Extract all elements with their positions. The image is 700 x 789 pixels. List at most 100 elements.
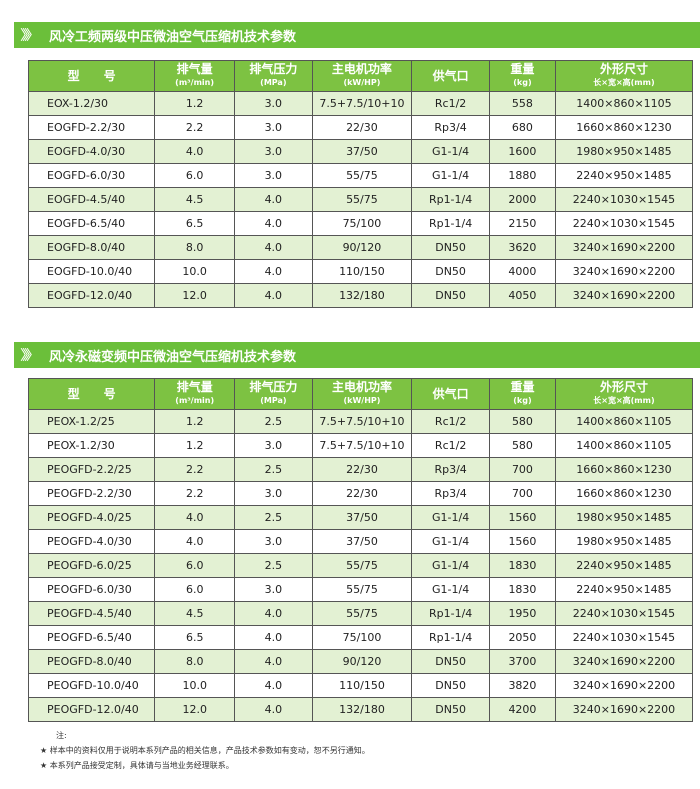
table-cell: 2.5 [234,553,313,578]
column-header: 外形尺寸 长×宽×高(mm) [554,378,694,410]
table-cell: 3.0 [234,481,313,506]
table-cell: 2240×1030×1545 [554,601,694,626]
table-cell: 2240×1030×1545 [554,211,694,236]
table-row: PEOGFD-4.0/30 4.0 3.0 37/50 G1-1/4 1560 1980×9… [27,529,694,554]
table-cell: PEOX-1.2/25 [27,409,156,434]
star-icon: ★ [40,746,50,755]
table-cell: 7.5+7.5/10+10 [311,91,413,116]
table-cell: 1980×950×1485 [554,139,694,164]
table-row: EOGFD-10.0/40 10.0 4.0 110/150 DN50 4000 3240×… [27,259,694,284]
table-cell: 558 [488,91,556,116]
table-cell: 6.0 [154,577,236,602]
table-row: PEOGFD-4.0/25 4.0 2.5 37/50 G1-1/4 1560 1980×9… [27,505,694,530]
table-cell: 22/30 [311,115,413,140]
table-cell: 6.5 [154,211,236,236]
table-cell: 580 [488,433,556,458]
table-cell: Rp1-1/4 [411,625,490,650]
table-cell: 4.0 [234,187,313,212]
table-cell: 1660×860×1230 [554,115,694,140]
table-cell: G1-1/4 [411,163,490,188]
table-cell: 8.0 [154,649,236,674]
table-cell: 1.2 [154,91,236,116]
table-cell: EOGFD-12.0/40 [27,283,156,308]
table-cell: G1-1/4 [411,505,490,530]
table-cell: 4.0 [154,529,236,554]
table-cell: Rp1-1/4 [411,601,490,626]
column-header: 重量 (kg) [488,60,556,92]
table-cell: 4.0 [234,601,313,626]
table-cell: 2000 [488,187,556,212]
table-cell: G1-1/4 [411,139,490,164]
table-cell: 90/120 [311,649,413,674]
notes: 注: ★ 样本中的资料仅用于说明本系列产品的相关信息，产品技术参数如有变动，恕不另… [40,728,370,773]
table-cell: Rp3/4 [411,481,490,506]
table-cell: 4.0 [234,649,313,674]
note-item: 样本中的资料仅用于说明本系列产品的相关信息，产品技术参数如有变动，恕不另行通知。 [49,746,370,755]
table-cell: 2.2 [154,115,236,140]
table-cell: 7.5+7.5/10+10 [311,433,413,458]
table-cell: 2.5 [234,457,313,482]
table-cell: DN50 [411,259,490,284]
table-cell: 4050 [488,283,556,308]
table-cell: 2050 [488,625,556,650]
table-cell: Rp3/4 [411,115,490,140]
note-item: 本系列产品接受定制，具体请与当地业务经理联系。 [49,761,234,770]
spec-table: 型 号排气量 (m³/min) 排气压力 (MPa) 主电机功率 (kW/HP) 供气口 重量… [27,378,694,722]
section-title: 风冷永磁变频中压微油空气压缩机技术参数 [49,349,297,365]
table-cell: 2240×1030×1545 [554,187,694,212]
table-cell: 2240×950×1485 [554,163,694,188]
table-row: PEOX-1.2/25 1.2 2.5 7.5+7.5/10+10 Rc1/2 580 14… [27,409,694,434]
table-cell: 680 [488,115,556,140]
table-cell: PEOGFD-4.5/40 [27,601,156,626]
table-cell: PEOGFD-6.0/25 [27,553,156,578]
table-cell: 3.0 [234,433,313,458]
column-header: 主电机功率 (kW/HP) [311,378,413,410]
table-header: 型 号排气量 (m³/min) 排气压力 (MPa) 主电机功率 (kW/HP) 供气口 重量… [27,378,694,410]
table-cell: 1950 [488,601,556,626]
table-cell: 37/50 [311,139,413,164]
table-cell: 4.0 [234,235,313,260]
table-cell: PEOGFD-6.5/40 [27,625,156,650]
table-cell: 4.0 [234,625,313,650]
table-row: EOGFD-2.2/30 2.2 3.0 22/30 Rp3/4 680 1660×860×… [27,115,694,140]
table-row: PEOX-1.2/30 1.2 3.0 7.5+7.5/10+10 Rc1/2 580 14… [27,433,694,458]
section-banner: 〉〉〉〉 风冷永磁变频中压微油空气压缩机技术参数 [14,342,700,368]
table-cell: DN50 [411,283,490,308]
table-cell: 1400×860×1105 [554,91,694,116]
table-cell: 1560 [488,529,556,554]
table-cell: 55/75 [311,163,413,188]
table-row: EOGFD-4.5/40 4.5 4.0 55/75 Rp1-1/4 2000 2240×1… [27,187,694,212]
table-cell: 2150 [488,211,556,236]
table-cell: 22/30 [311,481,413,506]
table-cell: 3240×1690×2200 [554,697,694,722]
column-header: 型 号 [27,378,156,410]
table-row: PEOGFD-4.5/40 4.5 4.0 55/75 Rp1-1/4 1950 2240×… [27,601,694,626]
table-cell: Rp3/4 [411,457,490,482]
table-cell: 4.5 [154,601,236,626]
table-cell: 3.0 [234,577,313,602]
table-cell: 3240×1690×2200 [554,283,694,308]
table-row: EOX-1.2/30 1.2 3.0 7.5+7.5/10+10 Rc1/2 558 140… [27,91,694,116]
table-row: EOGFD-4.0/30 4.0 3.0 37/50 G1-1/4 1600 1980×95… [27,139,694,164]
table-cell: 3240×1690×2200 [554,259,694,284]
table-cell: Rp1-1/4 [411,187,490,212]
table-cell: 3240×1690×2200 [554,235,694,260]
column-header: 排气量 (m³/min) [154,378,236,410]
chevrons-icon: 〉〉〉〉 [20,28,40,44]
table-cell: 2240×1030×1545 [554,625,694,650]
table-header: 型 号排气量 (m³/min) 排气压力 (MPa) 主电机功率 (kW/HP) 供气口 重量… [27,60,694,92]
table-cell: 6.0 [154,553,236,578]
table-cell: 4.0 [234,259,313,284]
table-cell: PEOGFD-2.2/25 [27,457,156,482]
table-cell: PEOGFD-10.0/40 [27,673,156,698]
table-cell: 55/75 [311,553,413,578]
table-cell: 4.0 [154,139,236,164]
table-cell: Rc1/2 [411,91,490,116]
table-cell: 55/75 [311,577,413,602]
table-cell: 700 [488,481,556,506]
table-cell: 7.5+7.5/10+10 [311,409,413,434]
table-cell: 4.0 [154,505,236,530]
table-row: PEOGFD-12.0/40 12.0 4.0 132/180 DN50 4200 3240… [27,697,694,722]
column-header: 型 号 [27,60,156,92]
table-cell: 3700 [488,649,556,674]
